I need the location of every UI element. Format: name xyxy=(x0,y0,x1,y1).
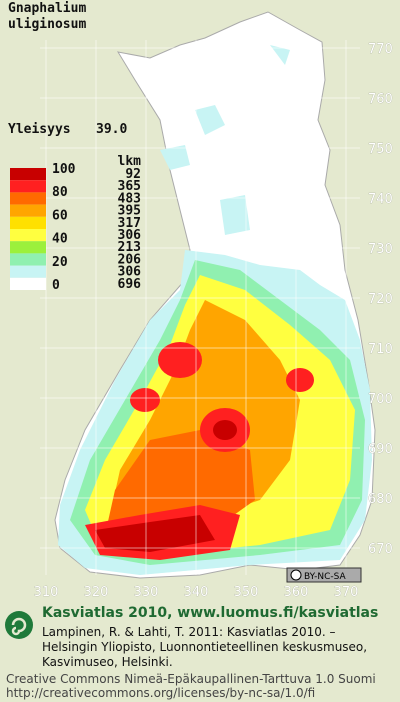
legend-count: 696 xyxy=(118,277,142,292)
legend-count: 306 xyxy=(118,265,142,280)
frequency-label: Yleisyys xyxy=(8,122,71,137)
license-line: http://creativecommons.org/licenses/by-n… xyxy=(6,686,315,700)
badge-text: BY-NC-SA xyxy=(304,572,347,582)
legend-scale-label: 0 xyxy=(52,278,60,293)
map xyxy=(54,11,376,579)
logo xyxy=(5,611,33,639)
grid: 770 760 750 740 730 720 710 700 690 680 670 310 320 3… xyxy=(33,40,393,600)
legend-swatch xyxy=(10,277,46,290)
count-header: lkm xyxy=(118,154,142,169)
legend-scale-label: 40 xyxy=(52,232,68,247)
legend-count: 317 xyxy=(118,216,141,231)
y-tick-label: 670 xyxy=(368,542,393,557)
badge-box xyxy=(286,567,362,583)
hotspot xyxy=(158,342,202,378)
legend: 9236548339531730621320630669610080604020… xyxy=(10,162,141,293)
legend-count: 395 xyxy=(118,204,141,219)
frequency-value: 39.0 xyxy=(96,122,127,137)
x-tick-label: 340 xyxy=(184,585,209,600)
legend-count: 92 xyxy=(125,167,141,182)
legend-swatch xyxy=(10,204,46,217)
x-tick-label: 350 xyxy=(234,585,259,600)
y-tick-label: 700 xyxy=(368,392,393,407)
legend-count: 206 xyxy=(118,252,142,267)
y-tick-label: 720 xyxy=(368,292,393,307)
license-line: Creative Commons Nimeä-Epäkaupallinen-Ta… xyxy=(6,672,376,686)
legend-scale-label: 80 xyxy=(52,185,68,200)
hotspot xyxy=(286,368,314,392)
legend-swatch xyxy=(10,241,46,254)
legend-swatch xyxy=(10,216,46,229)
legend-scale-label: 100 xyxy=(52,162,76,177)
y-tick-label: 770 xyxy=(368,42,393,57)
logo-mark xyxy=(5,611,33,639)
logo-spiral xyxy=(11,617,27,636)
legend-swatch xyxy=(10,229,46,242)
legend-swatch xyxy=(10,253,46,266)
x-tick-label: 360 xyxy=(284,585,309,600)
y-tick-label: 710 xyxy=(368,342,393,357)
citation-line: Helsingin Yliopisto, Luonnontieteellinen… xyxy=(42,640,367,654)
y-tick-label: 740 xyxy=(368,192,393,207)
x-tick-label: 330 xyxy=(134,585,159,600)
hotspot xyxy=(95,515,215,552)
x-tick-label: 370 xyxy=(334,585,359,600)
legend-scale-label: 60 xyxy=(52,208,68,223)
footer-heading: Kasviatlas 2010, www.luomus.fi/kasviatla… xyxy=(42,605,378,621)
legend-swatch xyxy=(10,192,46,205)
license-badge: BY-NC-SA xyxy=(286,567,362,583)
cc-icon xyxy=(290,569,302,581)
legend-swatch xyxy=(10,180,46,193)
legend-swatch xyxy=(10,168,46,181)
legend-count: 483 xyxy=(118,191,141,206)
y-tick-label: 750 xyxy=(368,142,393,157)
y-tick-label: 680 xyxy=(368,492,393,507)
legend-count: 306 xyxy=(118,228,142,243)
citation-line: Lampinen, R. & Lahti, T. 2011: Kasviatla… xyxy=(42,625,336,639)
species-name: Gnaphalium xyxy=(8,1,86,16)
y-tick-label: 690 xyxy=(368,442,393,457)
citation-line: Kasvimuseo, Helsinki. xyxy=(42,655,173,669)
legend-scale-label: 20 xyxy=(52,255,68,270)
y-tick-label: 760 xyxy=(368,92,393,107)
species-name: uliginosum xyxy=(8,17,86,32)
hotspot xyxy=(213,420,237,440)
legend-count: 213 xyxy=(118,240,141,255)
hotspot xyxy=(130,388,160,412)
legend-swatch xyxy=(10,265,46,278)
x-tick-label: 310 xyxy=(34,585,59,600)
legend-count: 365 xyxy=(118,179,141,194)
y-tick-label: 730 xyxy=(368,242,393,257)
x-tick-label: 320 xyxy=(84,585,109,600)
